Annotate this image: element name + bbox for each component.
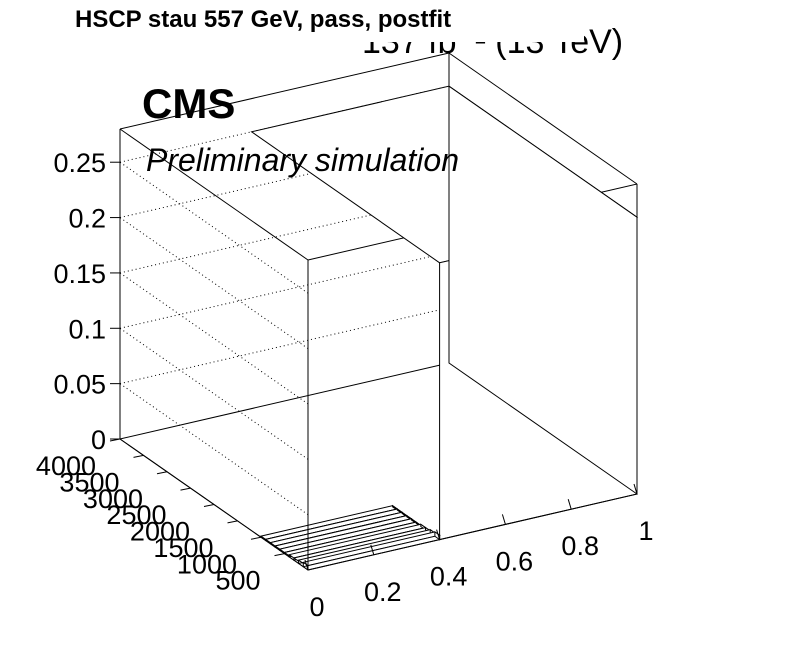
x-tick [370,544,375,555]
x-tick [436,529,441,540]
z-gridline [119,383,309,516]
frame-edge [119,362,450,440]
frame-edge [448,52,638,185]
y-tick-label: 500 [215,566,260,596]
cms-label: CMS [142,80,236,127]
z-gridline [119,327,309,460]
title-box [62,2,584,42]
x-tick-label: 0.6 [496,546,534,576]
x-tick [567,499,572,510]
y-tick-label: 2500 [106,500,166,530]
z-gridline [119,141,450,219]
lego-cell-side [448,85,638,495]
y-tick-label: 1500 [153,533,213,563]
x-tick [304,559,309,571]
preliminary-label: Preliminary simulation [146,142,459,178]
y-tick-label: 3500 [59,467,119,497]
z-tick-label: 0.05 [53,370,106,400]
y-tick [203,504,215,507]
y-tick [180,487,191,491]
z-tick-label: 0.1 [68,314,106,344]
z-tick-label: 0.15 [53,259,106,289]
x-tick-label: 0.4 [430,562,468,592]
y-tick [274,553,285,557]
z-gridline [119,217,309,349]
y-tick-label: 2000 [130,517,190,547]
x-tick-label: 1 [638,516,653,546]
x-tick [633,483,638,495]
y-tick [156,471,168,475]
z-gridline [119,161,309,294]
x-tick-label: 0.8 [561,531,599,561]
x-tick [501,514,506,525]
z-axis-ticks: 0 0.05 0.1 0.15 0.2 0.25 [53,148,120,455]
y-tick-label: 3000 [83,484,143,514]
y-tick [250,536,262,540]
y-tick-label: 1000 [177,549,237,579]
y-tick [227,520,238,524]
plot-title: HSCP stau 557 GeV, pass, postfit [75,6,452,33]
frame-edge [119,52,450,130]
z-tick-label: 0 [91,425,106,455]
x-axis-line [307,493,638,571]
y-tick [133,454,144,458]
z-gridline [119,196,450,274]
z-tick-label: 0.2 [68,204,106,234]
frame-edge [119,128,309,261]
z-tick-label: 0.25 [53,148,106,178]
z-gridline [119,251,450,329]
z-gridline [119,307,450,385]
x-tick-label: 0.2 [364,577,402,607]
z-gridline [119,272,309,405]
lego-cell-side [434,530,441,541]
y-tick-label: 4000 [36,451,96,481]
lego-cells [250,85,639,571]
x-axis-ticks: 0 0.2 0.4 0.6 0.8 1 [304,483,654,622]
x-tick-label: 0 [309,592,324,622]
